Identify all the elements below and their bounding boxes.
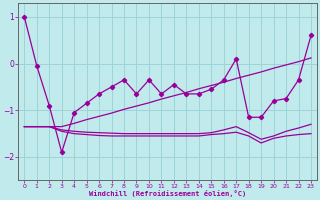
X-axis label: Windchill (Refroidissement éolien,°C): Windchill (Refroidissement éolien,°C): [89, 190, 246, 197]
